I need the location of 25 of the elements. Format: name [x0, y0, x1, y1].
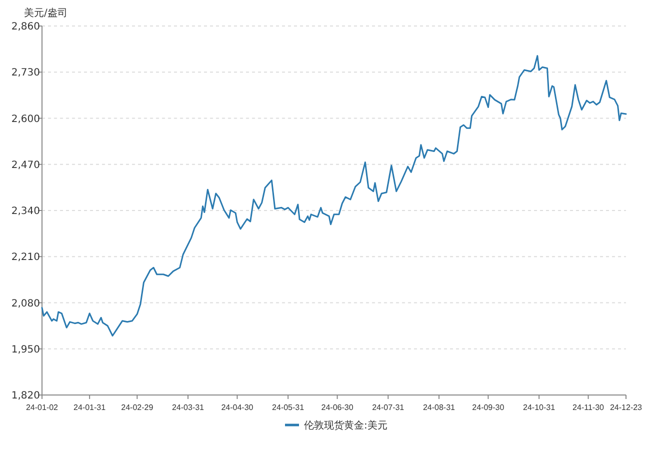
y-tick-label: 2,080 [11, 298, 40, 310]
y-tick-label: 2,730 [11, 68, 40, 79]
x-tick-label: 24-09-30 [472, 403, 505, 412]
y-tick-label: 1,950 [11, 344, 40, 356]
y-tick-label: 2,210 [11, 252, 40, 264]
y-tick-label: 1,820 [11, 390, 40, 402]
x-tick-label: 24-07-31 [372, 403, 405, 412]
line-series [41, 55, 627, 336]
legend-label: 伦敦现货黄金:美元 [304, 420, 388, 432]
x-tick-label: 24-06-30 [321, 403, 354, 412]
y-tick-label: 2,340 [11, 206, 40, 217]
y-tick-label: 2,470 [11, 160, 40, 171]
y-tick-label: 2,860 [11, 22, 40, 32]
x-tick-label: 24-11-30 [572, 403, 605, 412]
y-tick-label: 2,600 [11, 114, 40, 125]
x-tick-label: 24-05-31 [272, 403, 305, 412]
x-tick-label: 24-01-02 [26, 403, 59, 412]
x-tick-label: 24-03-31 [172, 403, 205, 412]
y-axis-title: 美元/盎司 [24, 7, 68, 19]
x-tick-label: 24-02-29 [121, 403, 154, 412]
x-tick-label: 24-08-31 [422, 403, 456, 412]
x-tick-label: 24-10-31 [523, 403, 556, 412]
x-tick-label: 24-01-31 [74, 403, 106, 412]
x-tick-label: 24-12-23 [610, 403, 643, 412]
x-tick-label: 24-04-30 [221, 403, 254, 412]
